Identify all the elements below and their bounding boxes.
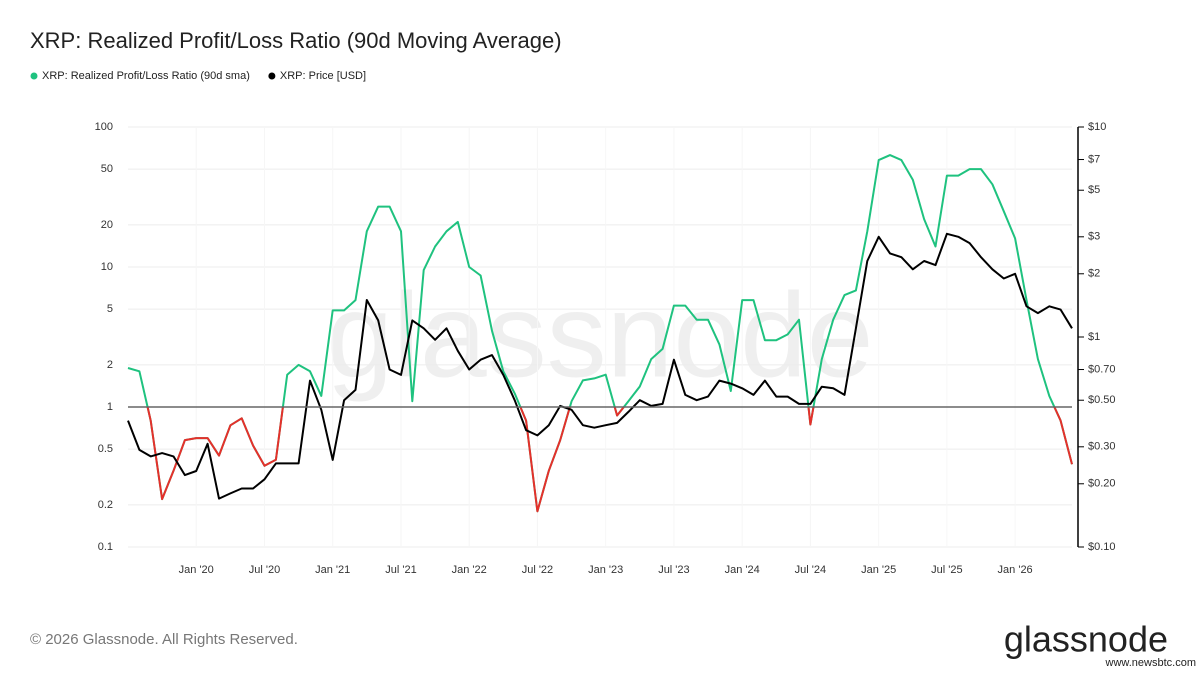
x-tick-label: Jan '21 [315, 564, 350, 576]
x-tick-label: Jan '25 [861, 564, 896, 576]
x-tick-label: Jul '25 [931, 564, 962, 576]
x-tick-label: Jul '23 [658, 564, 689, 576]
y-tick-label: 20 [101, 219, 113, 231]
footer: © 2026 Glassnode. All Rights Reserved. [30, 631, 298, 648]
x-tick-label: Jan '20 [179, 564, 214, 576]
x-tick-label: Jul '20 [249, 564, 280, 576]
y2-tick-label: $0.10 [1088, 541, 1116, 553]
series-line [127, 232, 1073, 500]
y2-tick-label: $0.20 [1088, 478, 1116, 490]
series-line [127, 154, 1073, 513]
x-tick-label: Jan '24 [725, 564, 760, 576]
series-line-below [807, 406, 815, 426]
x-tick-label: Jan '26 [998, 564, 1033, 576]
y-tick-label: 100 [95, 121, 113, 133]
source: www.newsbtc.com [1105, 657, 1196, 669]
y-tick-label: 10 [101, 261, 113, 273]
chart-title: XRP: Realized Profit/Loss Ratio (90d Mov… [30, 28, 562, 53]
y2-tick-label: $0.30 [1088, 441, 1116, 453]
logo: glassnode [1004, 619, 1168, 660]
y2-tick-label: $7 [1088, 153, 1100, 165]
y-tick-label: 0.2 [98, 499, 113, 511]
x-tick-label: Jul '24 [795, 564, 826, 576]
x-tick-label: Jul '22 [522, 564, 553, 576]
y-tick-label: 0.5 [98, 443, 113, 455]
legend-marker [30, 72, 38, 80]
y2-tick-label: $0.70 [1088, 363, 1116, 375]
legend-label: XRP: Price [USD] [280, 70, 366, 82]
series-line-below [1053, 406, 1073, 465]
y-tick-label: 1 [107, 401, 113, 413]
legend: XRP: Realized Profit/Loss Ratio (90d sma… [30, 70, 366, 82]
series-line-below [613, 406, 625, 417]
source-box [1066, 655, 1200, 669]
legend-marker [268, 72, 276, 80]
y-tick-label: 50 [101, 163, 113, 175]
y-tick-label: 0.1 [98, 541, 113, 553]
x-tick-label: Jul '21 [385, 564, 416, 576]
y2-tick-label: $3 [1088, 231, 1100, 243]
y2-tick-label: $1 [1088, 331, 1100, 343]
series-line-below [146, 406, 284, 501]
y2-tick-label: $5 [1088, 184, 1100, 196]
y2-tick-label: $0.50 [1088, 394, 1116, 406]
legend-label: XRP: Realized Profit/Loss Ratio (90d sma… [42, 70, 250, 82]
x-tick-label: Jan '22 [452, 564, 487, 576]
x-tick-label: Jan '23 [588, 564, 623, 576]
y2-tick-label: $2 [1088, 268, 1100, 280]
series-line-below [519, 406, 571, 513]
y-tick-label: 2 [107, 359, 113, 371]
y-tick-label: 5 [107, 303, 113, 315]
y2-tick-label: $10 [1088, 121, 1106, 133]
